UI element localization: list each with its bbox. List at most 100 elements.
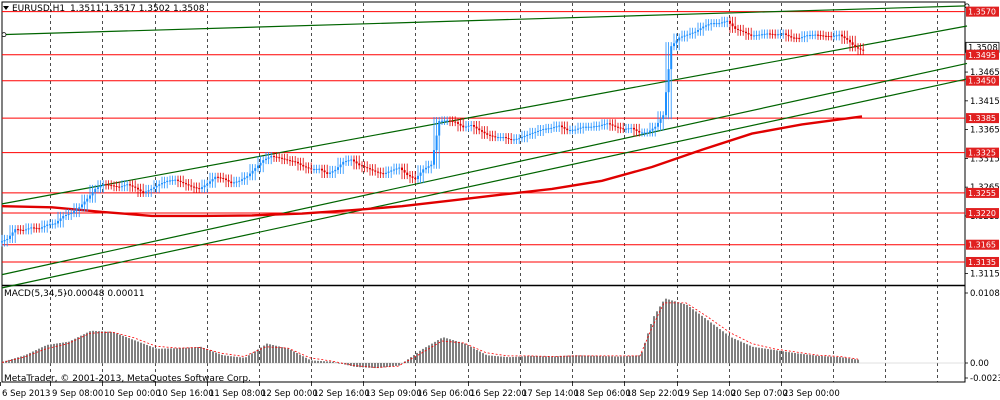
macd-bar (320, 361, 322, 364)
macd-bar (26, 354, 28, 364)
bull-candle (598, 125, 601, 127)
bull-candle (209, 181, 211, 184)
bear-candle (369, 168, 371, 170)
macd-bar (659, 306, 661, 364)
bull-candle (246, 176, 249, 178)
macd-bar (422, 348, 424, 364)
macd-bar (164, 348, 166, 364)
macd-bar (80, 335, 82, 364)
bull-candle (518, 138, 521, 140)
bear-candle (739, 29, 742, 31)
bear-candle (633, 127, 635, 130)
macd-signal (1, 302, 859, 368)
macd-bar (275, 345, 277, 364)
macd-bar (803, 354, 805, 364)
bull-candle (649, 130, 651, 133)
time-tick-label: 6 Sep 2013 (2, 389, 50, 399)
macd-bar (335, 362, 337, 364)
bull-candle (689, 33, 691, 35)
trend-lines[interactable] (1, 3, 970, 289)
macd-bar (281, 347, 283, 364)
bull-candle (643, 132, 646, 134)
macd-tick-label: 0.00 (970, 359, 989, 369)
macd-bar (50, 344, 52, 364)
bull-candle (201, 187, 203, 189)
macd-bar (566, 355, 568, 364)
bear-candle (411, 176, 414, 178)
bear-candle (830, 36, 833, 38)
bull-candle (390, 170, 393, 172)
macd-bar (356, 363, 358, 367)
macd-bar (11, 359, 13, 364)
bull-candle (345, 161, 347, 163)
bear-candle (454, 121, 457, 123)
dropdown-arrow-icon[interactable] (3, 6, 9, 10)
bull-candle (502, 137, 505, 139)
macd-bar (44, 345, 46, 364)
bear-candle (115, 186, 118, 188)
bear-candle (401, 167, 403, 171)
macd-bar (704, 318, 706, 364)
macd-bar (707, 320, 709, 364)
moving-average-line (1, 115, 863, 218)
macd-bar (626, 356, 628, 364)
bull-candle (782, 33, 785, 35)
current-price-label: 1.3508 (968, 43, 998, 53)
bull-candle (675, 40, 678, 44)
time-tick-label: 11 Sep 08:00 (209, 389, 266, 399)
macd-bar (575, 355, 577, 364)
bull-candle (670, 46, 673, 70)
trend-line-channel-mid[interactable] (1, 62, 968, 276)
macd-bar (389, 363, 391, 367)
trend-anchor-point[interactable] (1, 32, 7, 38)
bull-candle (529, 133, 531, 135)
bull-candle (1, 241, 3, 243)
bull-candle (243, 177, 246, 180)
macd-bar (650, 324, 652, 364)
level-label-text: 1.3165 (968, 241, 996, 250)
macd-bar (449, 339, 451, 364)
bull-candle (723, 21, 726, 23)
macd-bar (782, 351, 784, 364)
bull-candle (161, 183, 163, 185)
trend-line-channel-top[interactable] (1, 25, 968, 205)
macd-bar (761, 348, 763, 364)
bull-candle (587, 126, 590, 128)
macd-bar (173, 348, 175, 364)
bull-candle (270, 156, 273, 158)
bear-candle (19, 229, 22, 231)
macd-bar (62, 342, 64, 364)
horizontal-levels[interactable] (2, 11, 965, 263)
macd-bar (623, 356, 625, 364)
bull-candle (435, 135, 438, 151)
bear-candle (510, 139, 513, 141)
bear-candle (862, 49, 865, 51)
macd-bar (278, 346, 280, 364)
trend-line-upper[interactable] (1, 5, 968, 36)
bull-candle (158, 184, 161, 186)
bull-candle (707, 24, 710, 26)
macd-bar (776, 350, 778, 364)
level-label-text: 1.3495 (968, 51, 996, 60)
macd-bar (392, 363, 394, 367)
bear-candle (198, 188, 201, 190)
bull-candle (694, 31, 697, 33)
trend-line-channel-low[interactable] (1, 78, 968, 289)
bear-candle (326, 172, 329, 174)
moving-average (1, 115, 863, 218)
bear-candle (371, 169, 374, 171)
macd-bar (242, 357, 244, 364)
macd-bar (38, 348, 40, 364)
bull-candle (43, 225, 46, 228)
bear-candle (302, 164, 305, 167)
macd-bar (827, 356, 829, 364)
macd-bar (377, 363, 379, 369)
bear-candle (774, 34, 777, 36)
bull-candle (606, 123, 609, 125)
bear-candle (22, 229, 25, 231)
bull-candle (753, 35, 755, 37)
macd-bar (284, 347, 286, 364)
macd-bar (206, 349, 208, 364)
bull-candle (51, 223, 54, 225)
